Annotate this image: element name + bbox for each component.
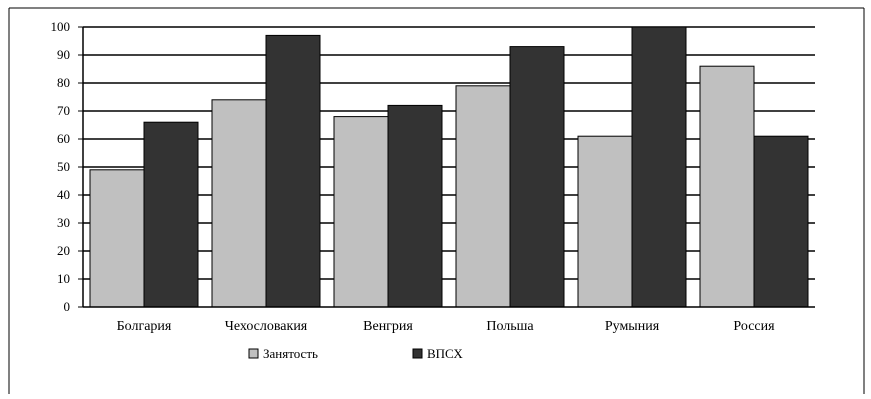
y-tick-label: 20: [57, 243, 70, 258]
legend-swatch: [248, 348, 259, 359]
x-category-label: Россия: [733, 319, 775, 334]
y-tick-label: 10: [57, 271, 70, 286]
bar-zanyatost: [699, 65, 755, 308]
bar-vpsh: [631, 26, 687, 308]
x-category-label: Польша: [486, 319, 534, 334]
legend-label: ВПСХ: [427, 346, 463, 361]
y-tick-label: 100: [51, 19, 71, 34]
x-category-label: Чехословакия: [225, 319, 308, 334]
y-tick-label: 40: [57, 187, 70, 202]
y-tick-label: 50: [57, 159, 70, 174]
bar-zanyatost: [89, 169, 145, 308]
y-tick-label: 60: [57, 131, 70, 146]
bar-zanyatost: [333, 116, 389, 308]
bar-zanyatost: [577, 135, 633, 308]
legend: Занятость ВПСХ: [248, 346, 463, 361]
bar-zanyatost: [211, 99, 267, 308]
y-axis-ticks: 0 10 20 30 40 50 60 70 80 90 100: [51, 19, 83, 314]
legend-label: Занятость: [263, 346, 318, 361]
y-tick-label: 80: [57, 75, 70, 90]
x-axis-labels: Болгария Чехословакия Венгрия Польша Румыния…: [117, 319, 775, 334]
y-tick-label: 0: [64, 299, 71, 314]
y-tick-label: 70: [57, 103, 70, 118]
bars: [89, 26, 809, 308]
y-tick-label: 90: [57, 47, 70, 62]
x-category-label: Венгрия: [363, 319, 413, 334]
bar-vpsh: [509, 46, 565, 308]
x-category-label: Румыния: [605, 319, 660, 334]
x-category-label: Болгария: [117, 319, 172, 334]
legend-swatch: [412, 348, 423, 359]
bar-vpsh: [753, 135, 809, 308]
bar-vpsh: [387, 104, 443, 308]
bar-zanyatost: [455, 85, 511, 308]
y-tick-label: 30: [57, 215, 70, 230]
bar-vpsh: [143, 121, 199, 308]
gridlines: [83, 26, 815, 280]
bar-vpsh: [265, 34, 321, 308]
